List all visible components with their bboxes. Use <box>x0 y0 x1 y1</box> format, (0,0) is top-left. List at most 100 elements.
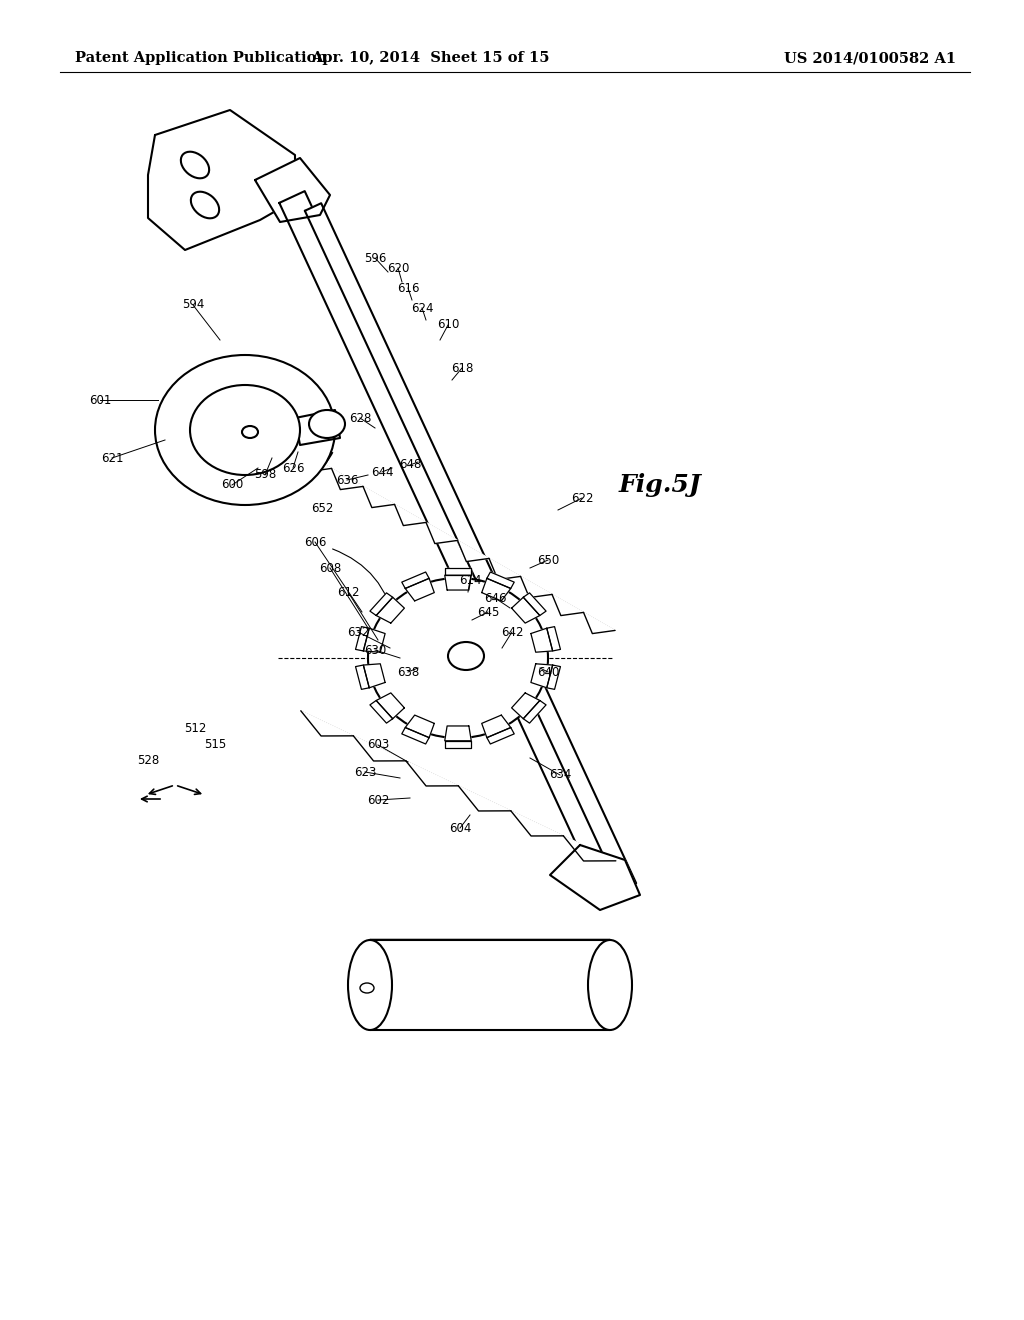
Polygon shape <box>355 665 370 689</box>
Ellipse shape <box>360 983 374 993</box>
Text: Patent Application Publication: Patent Application Publication <box>75 51 327 65</box>
Text: 634: 634 <box>549 768 571 781</box>
Text: 621: 621 <box>100 451 123 465</box>
Text: 608: 608 <box>318 561 341 574</box>
Ellipse shape <box>368 578 548 738</box>
Polygon shape <box>511 810 563 836</box>
Polygon shape <box>523 593 546 615</box>
Text: 618: 618 <box>451 362 473 375</box>
Polygon shape <box>458 540 489 561</box>
Polygon shape <box>547 665 560 689</box>
Ellipse shape <box>309 411 345 438</box>
Text: 606: 606 <box>304 536 327 549</box>
Text: 603: 603 <box>367 738 389 751</box>
Text: 646: 646 <box>483 591 506 605</box>
Text: 600: 600 <box>221 479 243 491</box>
Ellipse shape <box>242 426 258 438</box>
Text: 644: 644 <box>371 466 393 479</box>
Polygon shape <box>489 558 520 579</box>
Polygon shape <box>401 572 429 589</box>
Text: 512: 512 <box>184 722 206 734</box>
Polygon shape <box>406 715 434 738</box>
Text: 616: 616 <box>396 281 419 294</box>
Text: 604: 604 <box>449 821 471 834</box>
Text: 610: 610 <box>437 318 459 331</box>
Text: 624: 624 <box>411 301 433 314</box>
Ellipse shape <box>588 940 632 1030</box>
Polygon shape <box>305 203 636 891</box>
Text: 642: 642 <box>501 626 523 639</box>
Ellipse shape <box>449 642 484 671</box>
Polygon shape <box>370 940 610 1030</box>
Text: 632: 632 <box>347 626 370 639</box>
Polygon shape <box>523 701 546 723</box>
Text: 638: 638 <box>397 665 419 678</box>
Polygon shape <box>148 110 295 249</box>
Polygon shape <box>520 577 552 598</box>
Polygon shape <box>444 726 471 741</box>
Polygon shape <box>426 523 458 544</box>
Ellipse shape <box>348 940 392 1030</box>
Polygon shape <box>444 741 471 748</box>
Polygon shape <box>584 612 615 634</box>
Polygon shape <box>370 701 393 723</box>
Polygon shape <box>406 760 459 785</box>
Text: Fig.5J: Fig.5J <box>618 473 701 498</box>
Polygon shape <box>353 735 406 760</box>
Polygon shape <box>370 593 393 615</box>
Polygon shape <box>547 627 560 651</box>
Polygon shape <box>394 504 426 525</box>
Polygon shape <box>530 664 553 688</box>
Text: 620: 620 <box>387 261 410 275</box>
Polygon shape <box>364 486 394 508</box>
Text: 628: 628 <box>349 412 371 425</box>
Text: 598: 598 <box>254 469 276 482</box>
Text: 636: 636 <box>336 474 358 487</box>
Text: 612: 612 <box>337 586 359 598</box>
Text: 596: 596 <box>364 252 386 264</box>
Polygon shape <box>481 715 511 738</box>
Polygon shape <box>364 628 385 652</box>
Polygon shape <box>300 450 332 471</box>
Text: 614: 614 <box>459 573 481 586</box>
Text: 650: 650 <box>537 553 559 566</box>
Polygon shape <box>406 578 434 601</box>
Polygon shape <box>301 711 353 737</box>
Text: 601: 601 <box>89 393 112 407</box>
Polygon shape <box>486 572 514 589</box>
Text: 623: 623 <box>354 766 376 779</box>
Text: US 2014/0100582 A1: US 2014/0100582 A1 <box>784 51 956 65</box>
Text: 652: 652 <box>311 502 333 515</box>
Polygon shape <box>563 836 615 861</box>
Polygon shape <box>376 597 404 623</box>
Polygon shape <box>401 727 429 744</box>
Text: 630: 630 <box>364 644 386 656</box>
Polygon shape <box>512 597 540 623</box>
Polygon shape <box>332 469 364 490</box>
Text: 622: 622 <box>570 491 593 504</box>
Polygon shape <box>530 628 553 652</box>
Text: 515: 515 <box>204 738 226 751</box>
Polygon shape <box>355 627 370 651</box>
Polygon shape <box>280 191 620 883</box>
Polygon shape <box>444 576 471 590</box>
Polygon shape <box>552 594 584 615</box>
Polygon shape <box>486 727 514 744</box>
Ellipse shape <box>190 385 300 475</box>
Text: 648: 648 <box>398 458 421 471</box>
Polygon shape <box>481 578 511 601</box>
Text: 528: 528 <box>137 754 159 767</box>
Ellipse shape <box>155 355 335 506</box>
Polygon shape <box>295 411 340 445</box>
Text: 640: 640 <box>537 665 559 678</box>
Text: 626: 626 <box>282 462 304 474</box>
Polygon shape <box>444 568 471 576</box>
Text: 594: 594 <box>182 298 204 312</box>
Text: 645: 645 <box>477 606 499 619</box>
Text: 602: 602 <box>367 793 389 807</box>
Text: Apr. 10, 2014  Sheet 15 of 15: Apr. 10, 2014 Sheet 15 of 15 <box>310 51 549 65</box>
Polygon shape <box>459 785 511 810</box>
Polygon shape <box>376 693 404 718</box>
Polygon shape <box>512 693 540 718</box>
Polygon shape <box>364 664 385 688</box>
